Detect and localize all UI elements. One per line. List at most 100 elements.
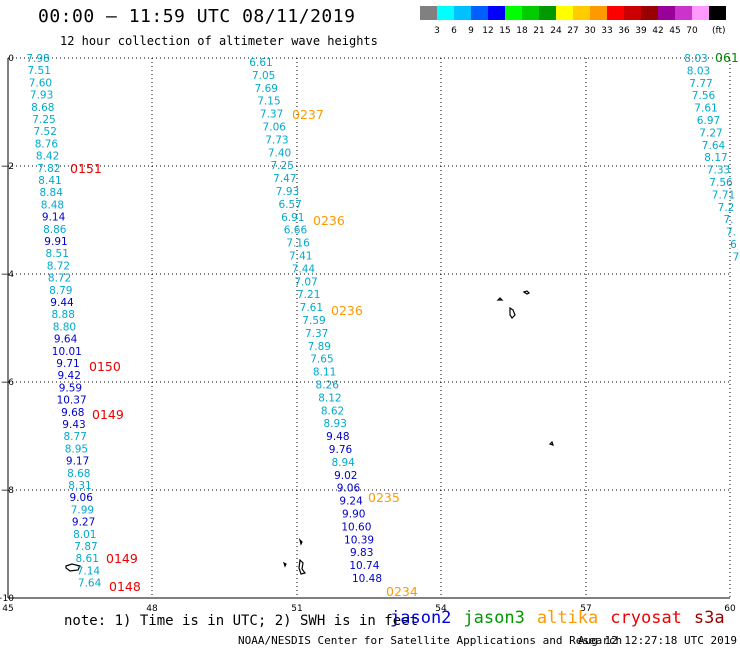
swh-value: 7.56 <box>709 177 733 189</box>
swh-value: 7.65 <box>310 354 333 366</box>
swh-value: 8.77 <box>64 431 87 443</box>
swh-value: 7.40 <box>268 147 291 159</box>
swh-value: 7.27 <box>699 127 722 139</box>
swh-value: 10.39 <box>344 534 374 546</box>
scale-swatch <box>641 6 658 20</box>
swh-value: 8.88 <box>52 309 75 321</box>
scale-label: 45 <box>669 26 680 36</box>
grid-lines <box>8 58 730 598</box>
swh-value: 8.84 <box>40 187 64 199</box>
swh-value: 8.41 <box>38 175 61 187</box>
swh-value: 9.76 <box>329 444 353 456</box>
swh-value: 7.37 <box>260 109 283 121</box>
scale-label: 70 <box>686 26 698 36</box>
lat-tick-label: −8 <box>1 486 15 496</box>
swh-value: 7.93 <box>30 90 53 102</box>
pass-time-label: 0234 <box>386 584 418 599</box>
scale-swatch <box>624 6 641 20</box>
swh-value: 7.60 <box>29 77 52 89</box>
swh-value: 9.48 <box>326 431 349 443</box>
swh-value: 10.37 <box>57 395 87 407</box>
swh-value: 7.33 <box>707 165 730 177</box>
swh-value: 6.66 <box>284 225 308 237</box>
swh-value: 8.72 <box>48 273 71 285</box>
scale-label: 30 <box>584 26 596 36</box>
pass-time-label: 061 <box>715 50 739 65</box>
lon-tick-label: 45 <box>2 604 13 614</box>
swh-value: 9.24 <box>339 496 363 508</box>
swh-value: 7.06 <box>263 122 287 134</box>
swh-value: 7.64 <box>78 578 102 590</box>
scale-swatch <box>692 6 709 20</box>
swh-value: 9.44 <box>50 297 74 309</box>
swh-value: 9.59 <box>59 382 82 394</box>
swh-value: 8.94 <box>331 457 355 469</box>
lon-tick-label: 51 <box>291 604 302 614</box>
swh-value: 8.17 <box>704 152 727 164</box>
island-shape <box>298 558 307 575</box>
swh-value: 7.16 <box>286 238 310 250</box>
swh-value: 8.26 <box>316 380 340 392</box>
lon-tick-label: 48 <box>146 604 158 614</box>
scale-label: 36 <box>618 26 630 36</box>
lat-tick-label: −4 <box>1 270 15 280</box>
swh-value: 7.73 <box>265 134 288 146</box>
swh-value: 7.14 <box>77 565 101 577</box>
swh-value: 7.82 <box>37 163 60 175</box>
swh-value: 8.48 <box>41 199 64 211</box>
swh-value: 10.48 <box>352 573 382 585</box>
swh-value: 7.15 <box>257 96 280 108</box>
pass-time-label: 0151 <box>70 161 102 176</box>
swh-value: 7.21 <box>297 289 320 301</box>
pass-time-label: 0237 <box>292 107 324 122</box>
swh-value: 9.42 <box>58 370 81 382</box>
lat-tick-label: −2 <box>1 162 14 172</box>
swh-value: 8.03 <box>684 53 707 65</box>
lat-tick-label: −6 <box>1 378 15 388</box>
swh-value: 8.93 <box>324 418 347 430</box>
swh-value: 8.79 <box>49 285 72 297</box>
swh-value: 6.61 <box>249 57 272 69</box>
swh-value: 7.2 <box>718 202 735 214</box>
swh-value: 6.91 <box>281 212 304 224</box>
island-shape <box>65 563 81 572</box>
swh-value: 9.17 <box>66 456 89 468</box>
generated-timestamp: Aug 12 12:27:18 UTC 2019 <box>578 634 737 647</box>
swh-value: 9.06 <box>70 492 94 504</box>
color-scale-legend: 3 6 9 12 15 18 21 24 27 30 33 36 39 42 45 70 (ft) <box>420 6 726 36</box>
scale-label: 9 <box>468 26 474 36</box>
scale-label: 33 <box>601 26 612 36</box>
scale-swatch <box>590 6 607 20</box>
swh-value: 7.98 <box>26 53 49 65</box>
pass-time-label: 0150 <box>89 359 121 374</box>
scale-swatch <box>658 6 675 20</box>
swh-value: 7.47 <box>273 173 296 185</box>
swh-value: 7.61 <box>694 103 717 115</box>
swh-value: 7 <box>733 251 740 263</box>
swh-value: 9.83 <box>350 547 373 559</box>
swh-value: 7.07 <box>294 276 317 288</box>
lon-tick-label: 57 <box>580 604 591 614</box>
swh-value: 7.71 <box>712 189 735 201</box>
swh-value: 7.89 <box>308 341 331 353</box>
swh-value: 6 <box>730 239 737 251</box>
scale-swatch <box>454 6 471 20</box>
altimeter-tracks: 7.987.517.607.938.687.257.528.768.427.82… <box>26 53 739 590</box>
pass-time-label: 0149 <box>92 407 124 422</box>
island-shape <box>509 306 516 319</box>
swh-value: 9.68 <box>61 407 84 419</box>
swh-value: 8.51 <box>46 248 69 260</box>
swh-value: 7.44 <box>292 263 316 275</box>
swh-value: 7.59 <box>302 315 325 327</box>
swh-value: 9.71 <box>56 358 79 370</box>
swh-value: 7.77 <box>689 78 712 90</box>
pass-time-label: 0236 <box>331 303 363 318</box>
swh-value: 9.27 <box>72 517 95 529</box>
swh-value: 8.12 <box>318 392 341 404</box>
swh-value: 7.25 <box>271 160 294 172</box>
swh-value: 9.14 <box>42 212 66 224</box>
pass-time-label: 0149 <box>106 551 138 566</box>
swh-value: 7.25 <box>32 114 55 126</box>
swh-value: 9.91 <box>44 236 67 248</box>
scale-label: 39 <box>635 26 647 36</box>
